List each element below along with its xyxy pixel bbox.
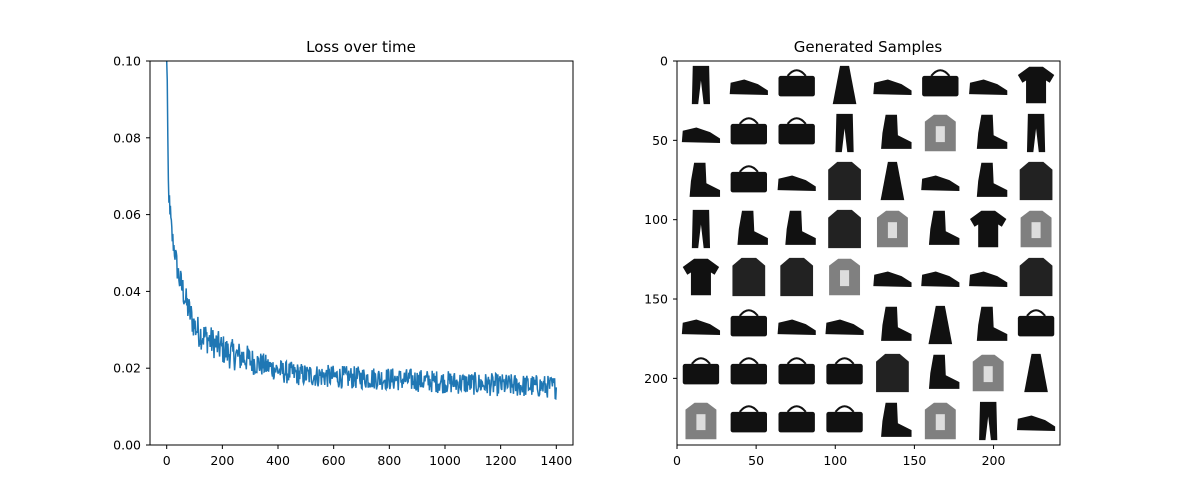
sample-bag (1017, 309, 1055, 337)
sample-tshirt (969, 210, 1007, 248)
sample-coat (828, 161, 861, 201)
sample-dress (1024, 353, 1048, 393)
x-tick-label: 400 (266, 453, 290, 468)
sample-shoe (681, 319, 721, 336)
sample-bag (826, 405, 863, 433)
loss-chart-panel: Loss over time 0 200 400 600 800 1000 1200 1400… (113, 38, 574, 468)
sample-shoe (777, 175, 816, 192)
sample-bag (778, 405, 815, 433)
sample-bag (730, 117, 768, 145)
sample-boot (976, 306, 1008, 341)
sample-boot (689, 162, 721, 197)
sample-shoe (921, 175, 960, 192)
x-tick-label: 100 (823, 453, 847, 468)
sample-bag (778, 69, 815, 97)
sample-coat (732, 257, 766, 297)
sample-shirt (924, 402, 956, 440)
y-tick-label: 0.00 (113, 438, 141, 453)
sample-bag (730, 405, 768, 433)
sample-coat (828, 209, 861, 249)
sample-shoe (777, 319, 816, 336)
x-tick-label: 200 (982, 453, 1006, 468)
y-tick-label: 0.02 (113, 361, 141, 376)
samples-chart-title: Generated Samples (794, 38, 943, 56)
sample-bag (922, 69, 959, 97)
x-tick-label: 1200 (485, 453, 517, 468)
x-tick-label: 150 (902, 453, 926, 468)
samples-panel: Generated Samples 0 50 100 150 200 0 50 100 150… (644, 38, 1061, 468)
sample-boot (928, 210, 960, 245)
sample-dress (880, 161, 905, 201)
x-tick-label: 600 (322, 453, 346, 468)
sample-boot (881, 402, 912, 437)
sample-boot (881, 114, 912, 149)
loss-series-line (165, 61, 558, 400)
sample-shoe (729, 79, 768, 96)
samples-frame (676, 60, 1061, 446)
sample-tshirt (682, 258, 720, 296)
sample-bag (730, 165, 768, 193)
sample-tshirt (1017, 66, 1055, 104)
loss-chart-frame (149, 60, 574, 446)
y-tick-label: 100 (644, 212, 668, 227)
sample-coat (1019, 161, 1053, 201)
sample-bag (730, 309, 768, 337)
sample-shoe (969, 271, 1008, 288)
y-tick-label: 0 (660, 54, 668, 69)
sample-pants (1026, 113, 1046, 153)
sample-shoe (969, 79, 1008, 96)
sample-shoe (921, 271, 960, 288)
sample-pants (691, 65, 711, 105)
sample-bag (778, 357, 815, 385)
loss-chart-title: Loss over time (306, 38, 416, 56)
sample-boot (928, 354, 960, 389)
y-tick-label: 50 (652, 133, 668, 148)
sample-boot (976, 162, 1008, 197)
sample-pants (979, 401, 998, 441)
sample-shoe (825, 319, 864, 336)
sample-shirt (972, 354, 1004, 392)
sample-bag (682, 357, 720, 385)
sample-coat (876, 353, 909, 393)
sample-shirt (685, 402, 717, 440)
sample-boot (976, 114, 1008, 149)
x-tick-label: 1000 (429, 453, 461, 468)
x-tick-label: 0 (673, 453, 681, 468)
sample-shoe (1016, 415, 1056, 432)
sample-shirt (1020, 210, 1052, 248)
y-tick-label: 0.04 (113, 284, 141, 299)
x-tick-label: 800 (377, 453, 401, 468)
y-tick-label: 0.10 (113, 54, 141, 69)
sample-dress (832, 65, 857, 105)
y-tick-label: 0.06 (113, 207, 141, 222)
sample-boot (881, 306, 912, 341)
x-tick-label: 50 (748, 453, 764, 468)
y-tick-label: 150 (644, 292, 668, 307)
x-tick-label: 200 (210, 453, 234, 468)
sample-shoe (873, 79, 912, 96)
sample-bag (826, 357, 863, 385)
x-tick-label: 1400 (540, 453, 572, 468)
sample-shoe (681, 127, 721, 144)
sample-shirt (876, 210, 908, 248)
x-tick-label: 0 (163, 453, 171, 468)
sample-shirt (829, 258, 861, 296)
y-tick-label: 200 (644, 371, 668, 386)
sample-coat (780, 257, 814, 297)
sample-pants (691, 209, 711, 249)
sample-boot (737, 210, 768, 245)
sample-boot (785, 210, 816, 245)
sample-dress (928, 305, 953, 345)
y-tick-label: 0.08 (113, 130, 141, 145)
sample-bag (778, 117, 815, 145)
sample-coat (1019, 257, 1053, 297)
sample-pants (835, 113, 854, 153)
sample-shirt (924, 114, 956, 152)
sample-shoe (873, 271, 912, 288)
sample-bag (730, 357, 768, 385)
